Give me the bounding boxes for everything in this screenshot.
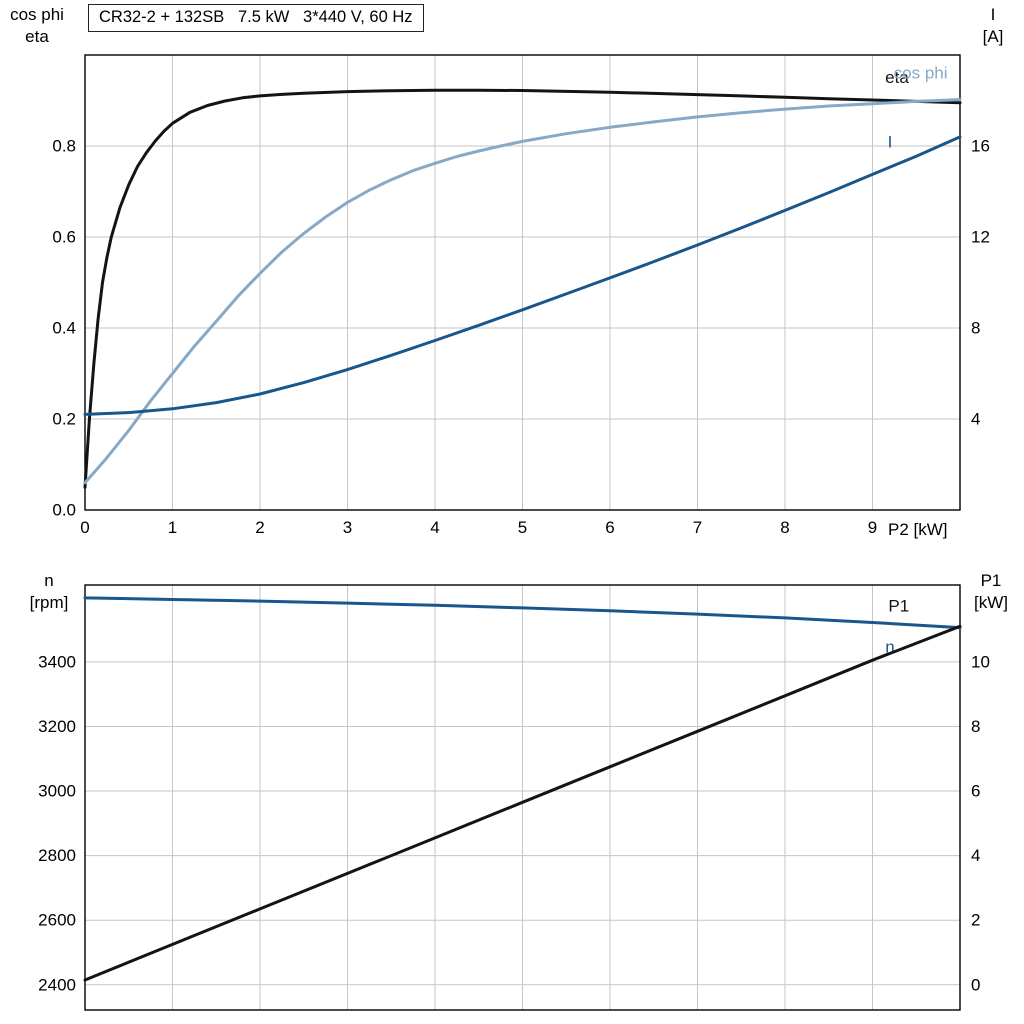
axis-label-current: I (990, 5, 996, 24)
left-axis-tick-label: 0.4 (52, 319, 76, 338)
series-n-curve (83, 596, 962, 630)
left-axis-tick-label: 2400 (38, 975, 76, 994)
left-axis-tick-label: 3000 (38, 782, 76, 801)
x-axis-title-p2: P2 [kW] (888, 520, 948, 539)
series-cos-phi-curve (83, 98, 962, 485)
right-axis-tick-label: 2 (971, 911, 980, 930)
left-axis-tick-label: 0.0 (52, 501, 76, 520)
axis-label-cos-phi: cos phi (10, 5, 64, 24)
right-axis-tick-label: 6 (971, 782, 980, 801)
x-axis-tick-label: 5 (518, 518, 527, 537)
left-axis-tick-label: 0.8 (52, 137, 76, 156)
plot-border (84, 54, 961, 511)
x-axis-tick-label: 3 (343, 518, 352, 537)
curve-label-I: I (888, 133, 893, 152)
curve-label-n: n (885, 637, 894, 656)
series-P1-curve (83, 624, 962, 982)
plot-border (84, 584, 961, 1011)
top-chart-left-axis-title: cos phi eta (4, 4, 70, 48)
x-axis-tick-label: 6 (605, 518, 614, 537)
x-axis-tick-label: 8 (780, 518, 789, 537)
axis-label-p1: P1 (980, 571, 1002, 590)
x-axis-tick-label: 9 (868, 518, 877, 537)
curve-label-P1: P1 (888, 596, 909, 615)
left-axis-tick-label: 2800 (38, 846, 76, 865)
axis-label-eta: eta (25, 27, 49, 46)
top-chart-right-axis-title: I [A] (966, 4, 1020, 48)
right-axis-tick-label: 0 (971, 975, 980, 994)
right-axis-tick-label: 8 (971, 717, 980, 736)
right-axis-tick-label: 4 (971, 846, 980, 865)
right-axis-tick-label: 4 (971, 410, 980, 429)
left-axis-tick-label: 0.6 (52, 228, 76, 247)
series-eta-curve (83, 88, 962, 489)
chart-title-box: CR32-2 + 132SB 7.5 kW 3*440 V, 60 Hz (88, 4, 424, 32)
x-axis-tick-label: 4 (430, 518, 439, 537)
axis-label-speed-unit: [rpm] (29, 593, 69, 612)
curve-label-cos-phi: cos phi (894, 63, 948, 82)
series-I-curve (83, 135, 962, 416)
left-axis-tick-label: 2600 (38, 911, 76, 930)
x-axis-tick-label: 2 (255, 518, 264, 537)
x-axis-tick-label: 7 (693, 518, 702, 537)
bottom-chart-left-axis-title: n [rpm] (16, 570, 82, 614)
axis-label-speed: n (44, 571, 54, 590)
left-axis-tick-label: 3200 (38, 717, 76, 736)
curve-label-eta: eta (885, 68, 909, 87)
axis-label-p1-unit: [kW] (974, 593, 1008, 612)
right-axis-tick-label: 16 (971, 137, 990, 156)
right-axis-tick-label: 10 (971, 652, 990, 671)
left-axis-tick-label: 3400 (38, 652, 76, 671)
left-axis-tick-label: 0.2 (52, 410, 76, 429)
right-axis-tick-label: 8 (971, 319, 980, 338)
x-axis-tick-label: 0 (80, 518, 89, 537)
axis-label-current-unit: [A] (982, 27, 1004, 46)
x-axis-tick-label: 1 (168, 518, 177, 537)
right-axis-tick-label: 12 (971, 228, 990, 247)
bottom-chart-right-axis-title: P1 [kW] (962, 570, 1020, 614)
